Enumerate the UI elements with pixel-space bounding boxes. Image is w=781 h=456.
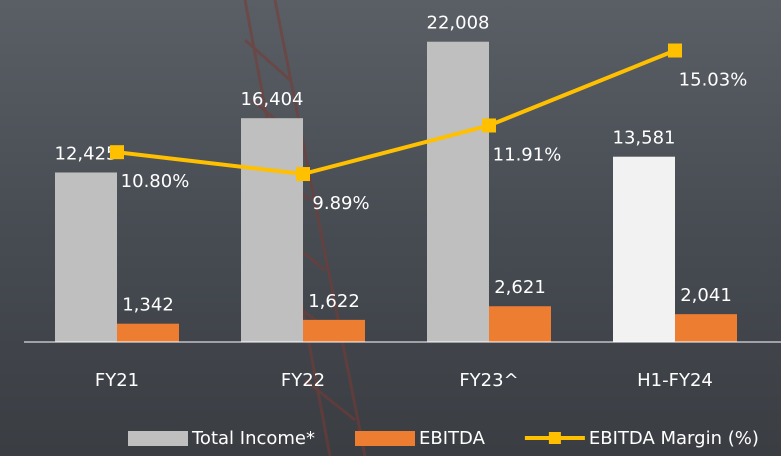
legend-label: EBITDA Margin (%) xyxy=(589,428,759,449)
value-label: 2,621 xyxy=(494,277,546,298)
bar xyxy=(117,323,179,342)
margin-marker xyxy=(482,118,496,133)
value-label: 1,622 xyxy=(308,291,360,312)
bar xyxy=(489,306,551,342)
x-tick-label: FY21 xyxy=(95,370,139,391)
value-label: 13,581 xyxy=(613,128,676,149)
bar xyxy=(241,118,303,342)
value-label: 2,041 xyxy=(680,285,732,306)
value-label: 10.80% xyxy=(121,171,190,192)
legend-swatch xyxy=(128,431,188,446)
value-label: 9.89% xyxy=(312,193,369,214)
x-tick-label: FY23^ xyxy=(459,370,518,391)
value-label: 16,404 xyxy=(241,89,304,110)
value-label: 22,008 xyxy=(427,13,490,34)
x-tick-label: H1-FY24 xyxy=(637,370,713,391)
legend-label: Total Income* xyxy=(191,428,315,449)
bar xyxy=(613,156,675,342)
value-label: 1,342 xyxy=(122,295,174,316)
bar xyxy=(55,172,117,342)
margin-marker xyxy=(668,43,682,58)
legend-swatch xyxy=(355,431,415,446)
x-tick-label: FY22 xyxy=(281,370,325,391)
value-label: 11.91% xyxy=(493,144,562,165)
legend-swatch xyxy=(548,432,561,444)
bar xyxy=(427,41,489,343)
value-label: 12,425 xyxy=(55,143,118,164)
legend-label: EBITDA xyxy=(419,428,486,449)
value-label: 15.03% xyxy=(679,70,748,91)
margin-line xyxy=(116,48,676,177)
margin-marker xyxy=(296,167,310,182)
margin-marker xyxy=(110,145,124,160)
bar xyxy=(675,314,737,342)
bar xyxy=(303,319,365,342)
